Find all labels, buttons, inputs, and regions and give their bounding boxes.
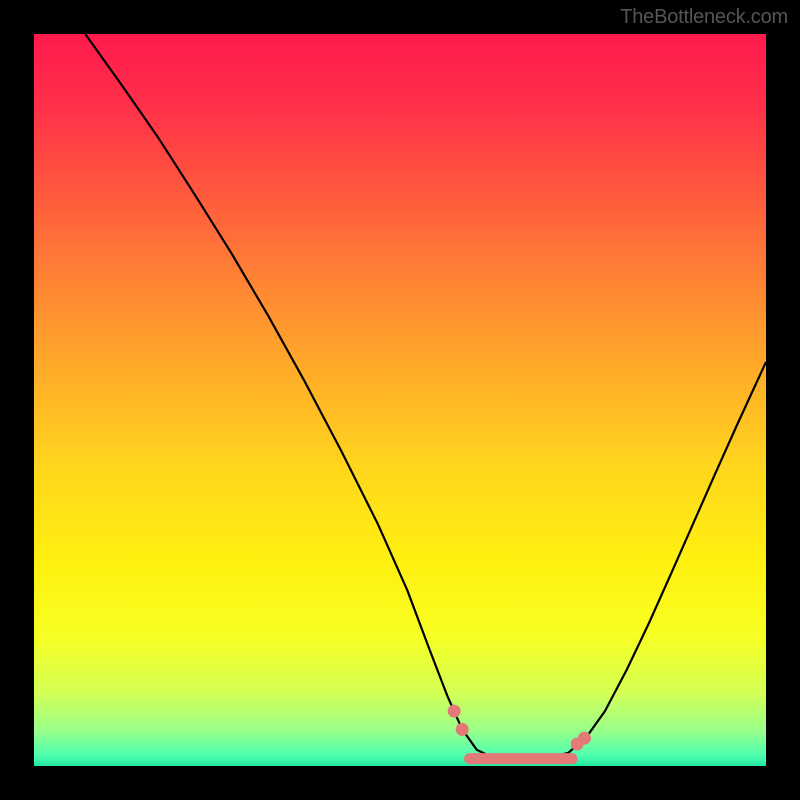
highlight-dot xyxy=(456,723,469,736)
attribution-label: TheBottleneck.com xyxy=(620,6,788,29)
highlight-dot xyxy=(448,705,461,718)
plot-background xyxy=(34,34,766,766)
highlight-dot xyxy=(578,732,591,745)
chart-container: TheBottleneck.com xyxy=(0,0,800,800)
chart-svg xyxy=(0,0,800,800)
